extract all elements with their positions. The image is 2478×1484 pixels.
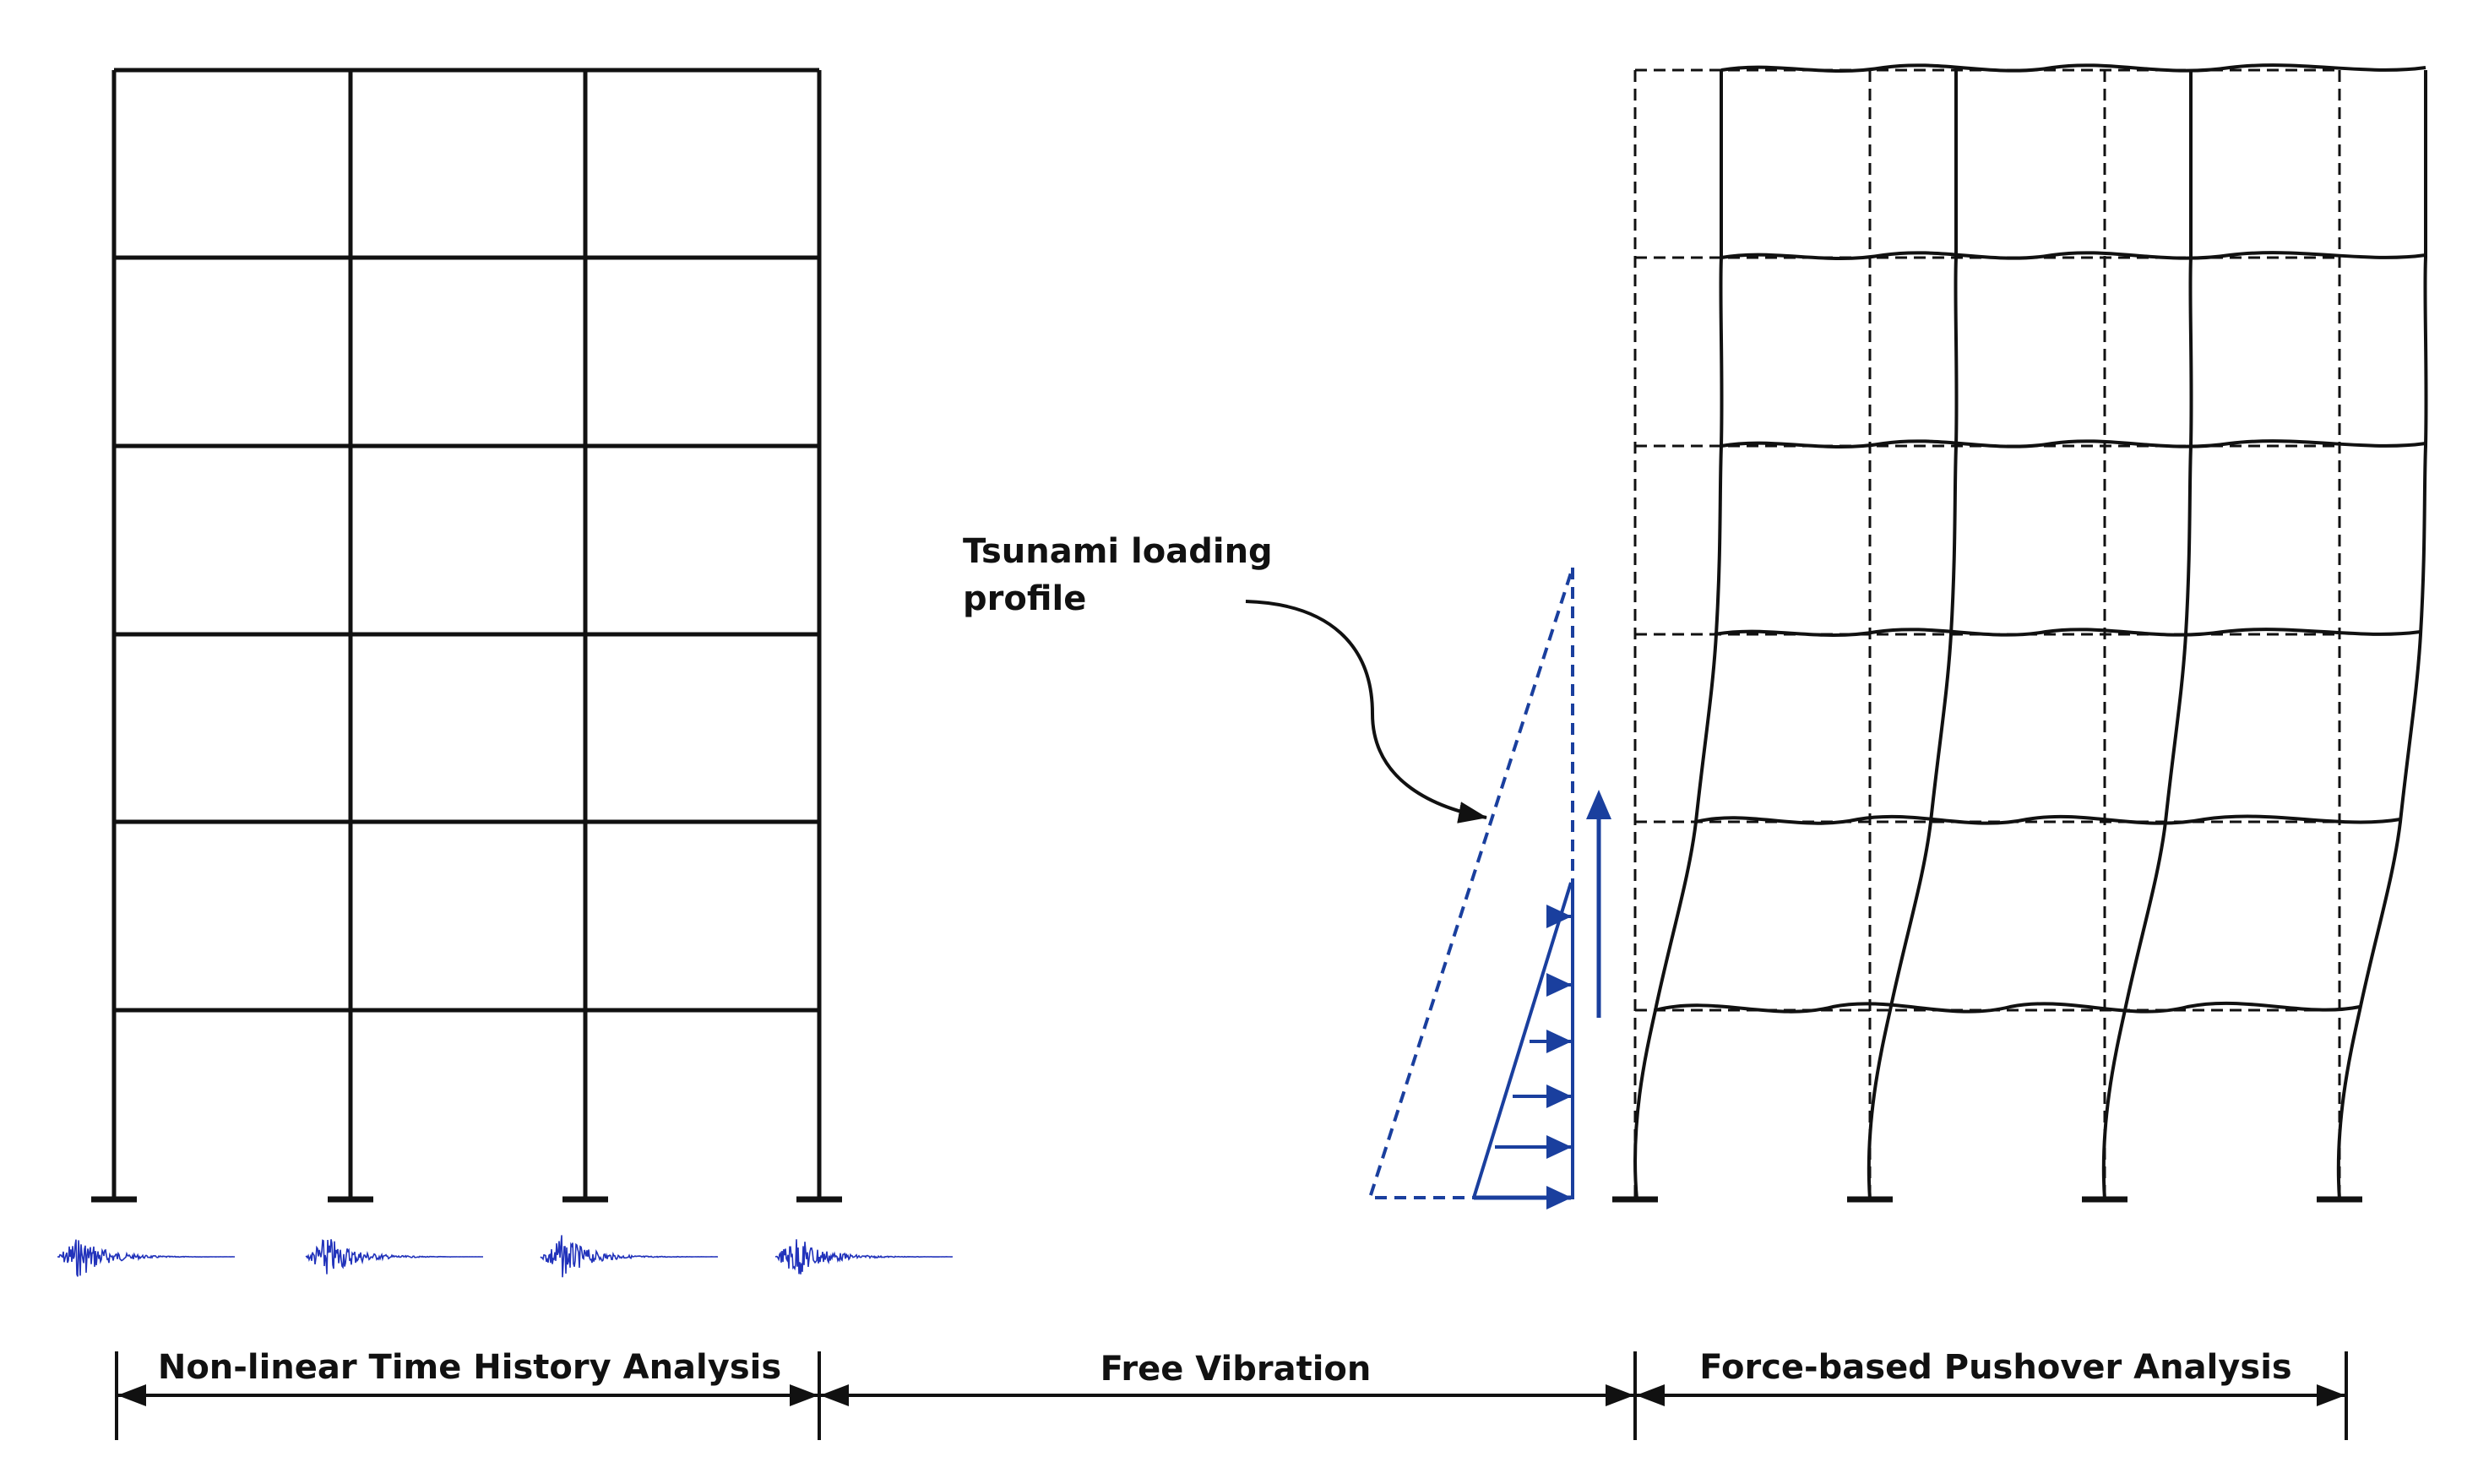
annotation-leader [1245, 600, 1487, 824]
right-frame-deformed [1612, 63, 2428, 1203]
deformed-beam [1714, 628, 2421, 637]
deformed-column [1633, 70, 1724, 1200]
deformed-beam [1720, 63, 2426, 73]
tsunami-load-hypotenuse [1472, 882, 1573, 1199]
ground-motion-record [57, 1239, 235, 1277]
phase-label-free-vibration: Free Vibration [1100, 1350, 1372, 1389]
phase-label-nlth: Non-linear Time History Analysis [158, 1348, 781, 1387]
deformed-column [2101, 70, 2193, 1200]
deformed-column [2336, 70, 2428, 1200]
deformed-column [1867, 70, 1959, 1200]
tsunami-annotation-line1: Tsunami loading [963, 532, 1273, 571]
left-frame [91, 68, 842, 1203]
deformed-beam [1695, 814, 2401, 825]
deformed-beam [1655, 1001, 2361, 1014]
ground-motion-record [305, 1239, 483, 1275]
phase-label-pushover: Force-based Pushover Analysis [1699, 1348, 2291, 1387]
phase-dimension-lines [115, 1351, 2348, 1440]
ground-motion-record [774, 1239, 953, 1275]
tsunami-annotation-line2: profile [963, 579, 1086, 618]
deformed-beam [1720, 439, 2426, 448]
tsunami-loading-profile [1367, 567, 1611, 1209]
ground-motion-record [540, 1235, 718, 1278]
ground-motion-records [57, 1235, 953, 1278]
water-rise-arrowhead [1586, 790, 1611, 819]
tsunami-profile-envelope [1367, 567, 1574, 1199]
deformed-beam [1720, 251, 2426, 260]
